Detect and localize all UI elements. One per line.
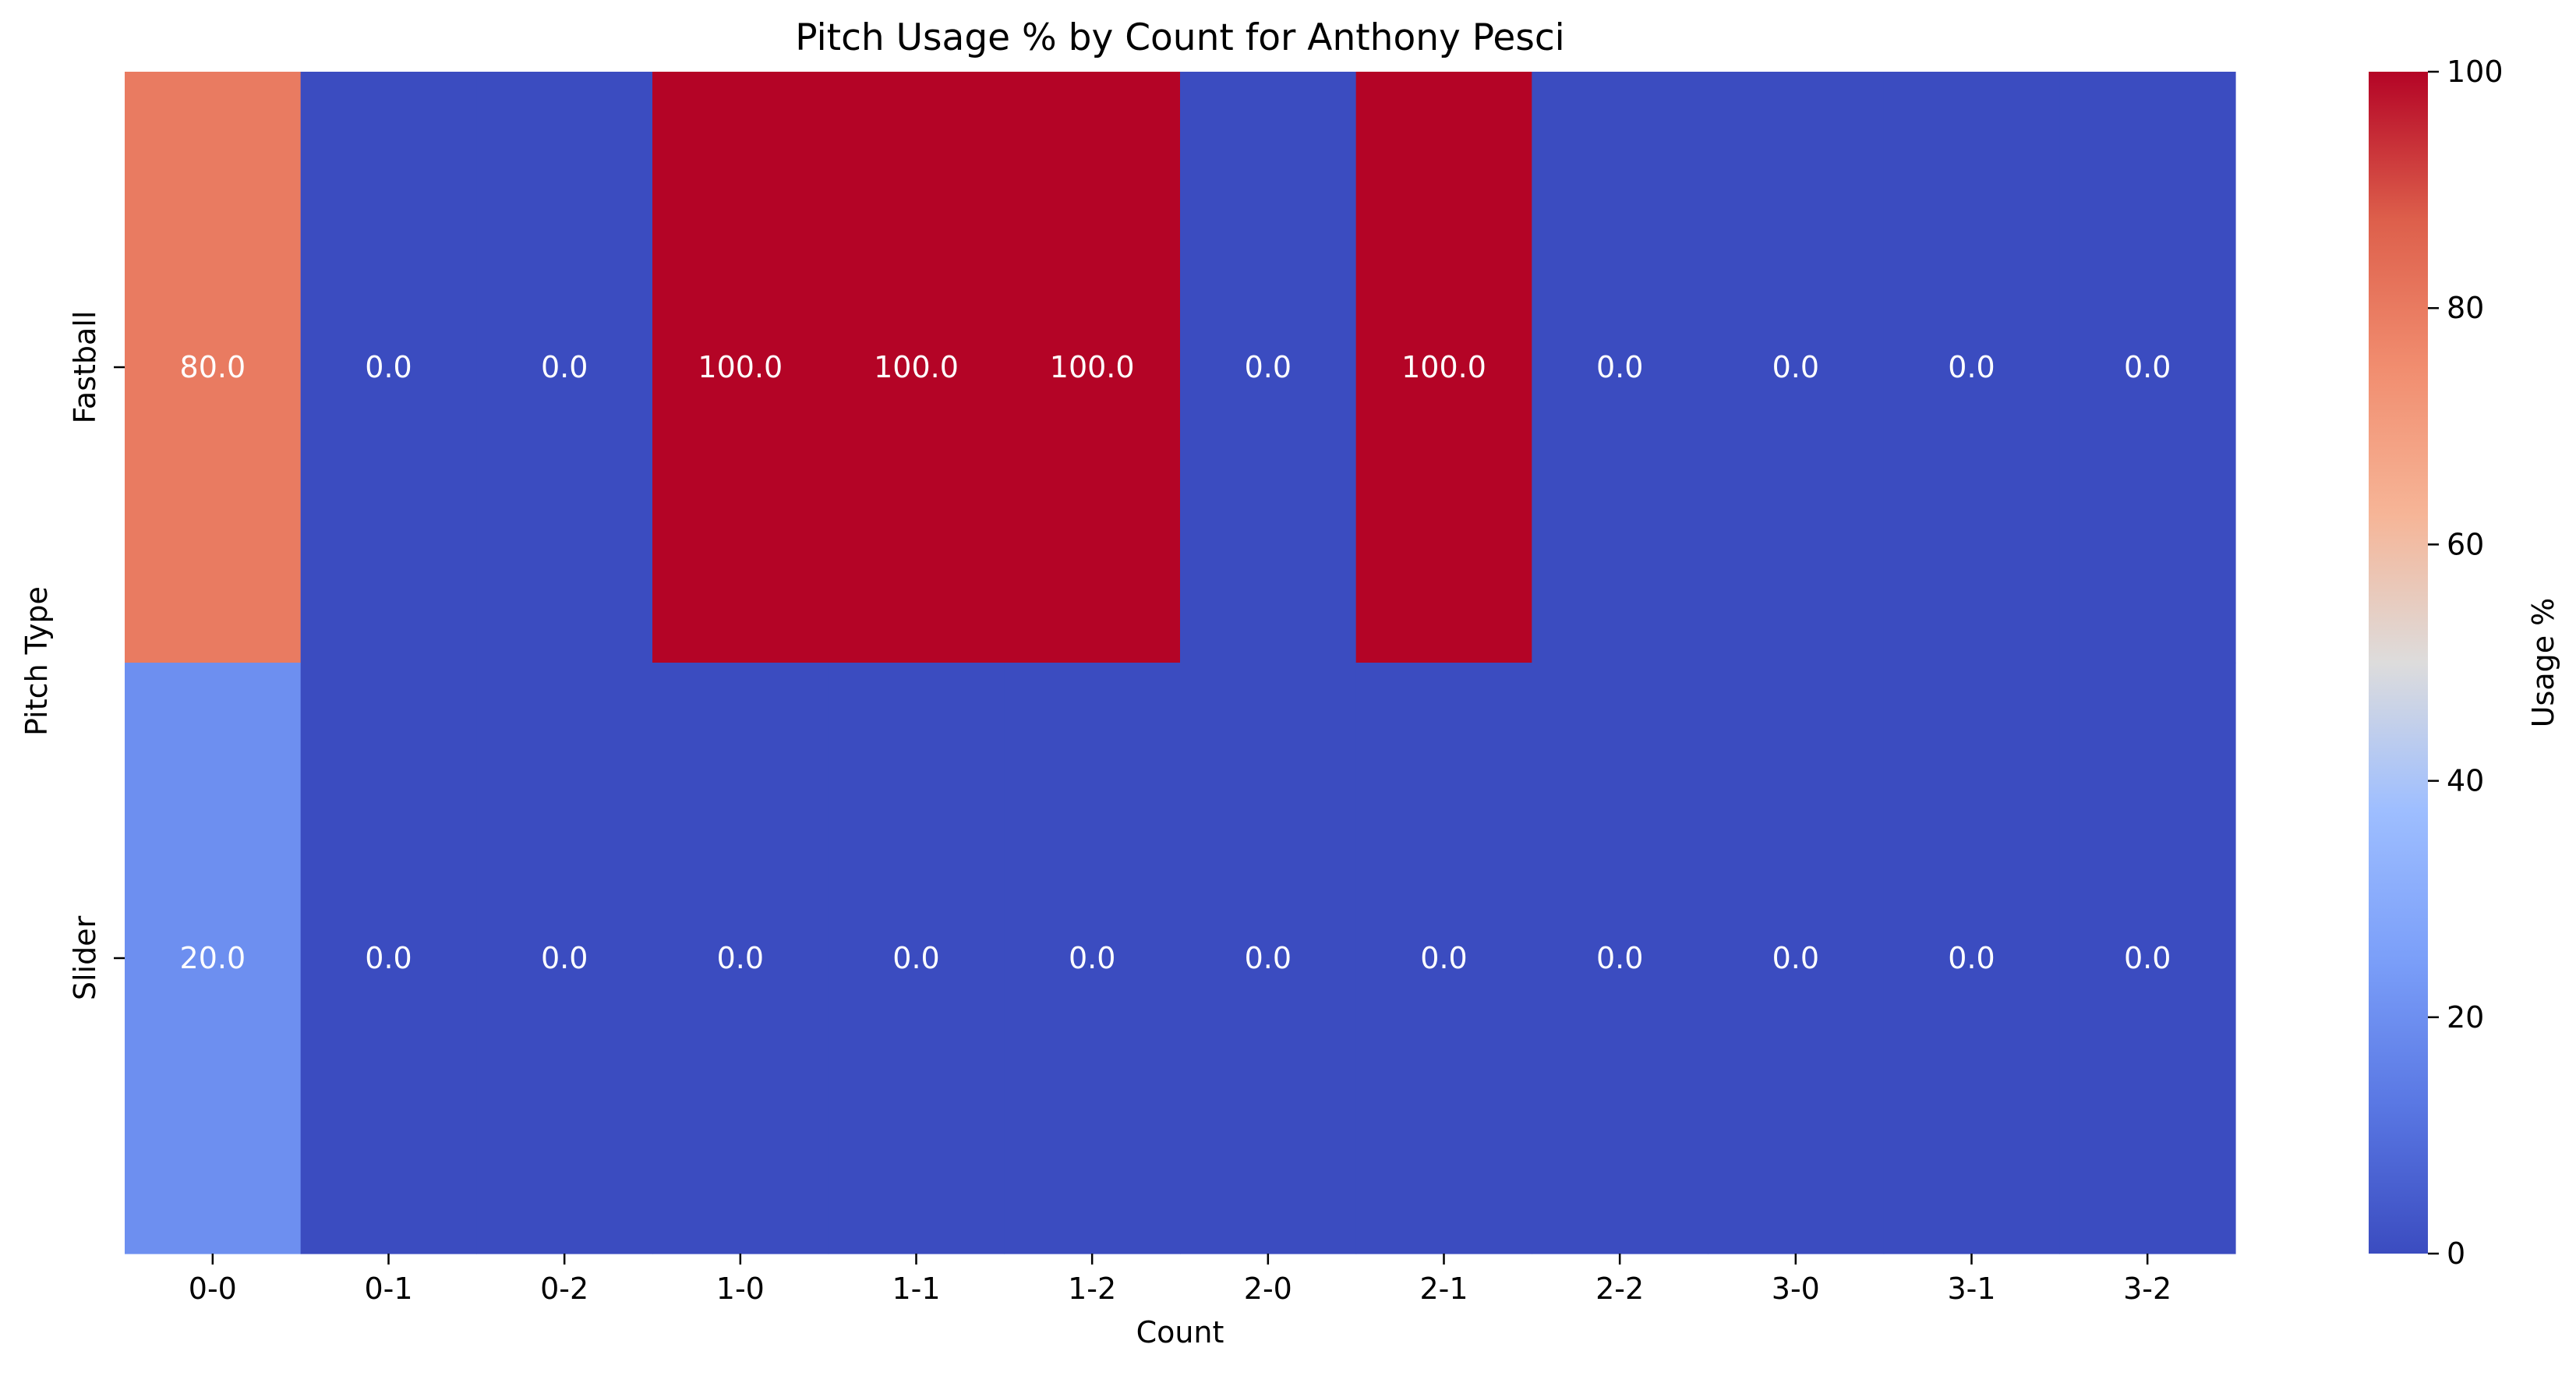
heatmap-cell bbox=[125, 72, 302, 663]
chart-title: Pitch Usage % by Count for Anthony Pesci bbox=[795, 16, 1564, 59]
colorbar-label: Usage % bbox=[2526, 598, 2560, 728]
cell-value-label: 0.0 bbox=[541, 941, 588, 975]
x-tick-label: 0-1 bbox=[364, 1272, 412, 1306]
cell-value-label: 100.0 bbox=[1050, 350, 1135, 384]
heatmap-cells bbox=[125, 72, 2236, 1254]
colorbar-axis: 0 20 40 60 80 100 bbox=[2428, 55, 2504, 1271]
cell-value-label: 80.0 bbox=[180, 350, 246, 384]
x-tick-label: 1-0 bbox=[716, 1272, 765, 1306]
cell-value-label: 100.0 bbox=[874, 350, 959, 384]
heatmap-cell bbox=[1708, 663, 1885, 1254]
x-tick-label: 2-0 bbox=[1244, 1272, 1292, 1306]
cell-value-label: 0.0 bbox=[365, 350, 412, 384]
cell-value-label: 0.0 bbox=[717, 941, 764, 975]
heatmap-cell bbox=[1355, 663, 1532, 1254]
heatmap-cell bbox=[828, 663, 1005, 1254]
heatmap-cell bbox=[1883, 72, 2060, 663]
cell-value-label: 0.0 bbox=[1069, 941, 1115, 975]
y-axis: Fastball Slider bbox=[68, 311, 125, 1000]
heatmap-cell bbox=[1004, 663, 1181, 1254]
x-axis-label: Count bbox=[1136, 1315, 1224, 1349]
cell-value-label: 0.0 bbox=[1772, 941, 1819, 975]
heatmap-cell bbox=[828, 72, 1005, 663]
cell-value-label: 100.0 bbox=[698, 350, 783, 384]
colorbar-tick-label: 80 bbox=[2447, 291, 2484, 325]
colorbar-tick-label: 20 bbox=[2447, 1000, 2484, 1035]
cell-value-label: 0.0 bbox=[365, 941, 412, 975]
x-tick-label: 2-2 bbox=[1595, 1272, 1644, 1306]
x-tick-label: 1-2 bbox=[1068, 1272, 1116, 1306]
heatmap-cell bbox=[1004, 72, 1181, 663]
colorbar-tick-label: 40 bbox=[2447, 764, 2484, 798]
cell-value-label: 0.0 bbox=[541, 350, 588, 384]
x-axis: 0-0 0-1 0-2 1-0 1-1 1-2 2-0 2-1 2-2 3-0 3-1 3-2 bbox=[189, 1254, 2171, 1306]
x-tick-label: 1-1 bbox=[892, 1272, 940, 1306]
heatmap-cell bbox=[1180, 72, 1357, 663]
cell-value-label: 0.0 bbox=[1596, 350, 1643, 384]
x-tick-label: 0-2 bbox=[540, 1272, 588, 1306]
heatmap-cell bbox=[2059, 72, 2236, 663]
colorbar-tick-label: 100 bbox=[2447, 55, 2504, 89]
heatmap-cell bbox=[300, 663, 477, 1254]
cell-value-label: 0.0 bbox=[1420, 941, 1467, 975]
cell-labels: 80.0 0.0 0.0 100.0 100.0 100.0 0.0 100.0 0.0 0.0 0… bbox=[180, 350, 2171, 975]
heatmap-cell bbox=[1708, 72, 1885, 663]
heatmap-cell bbox=[476, 663, 653, 1254]
heatmap-cell bbox=[476, 72, 653, 663]
heatmap-cell bbox=[652, 72, 829, 663]
y-axis-label: Pitch Type bbox=[19, 586, 54, 736]
heatmap-cell bbox=[1180, 663, 1357, 1254]
cell-value-label: 0.0 bbox=[1245, 350, 1292, 384]
x-tick-label: 3-0 bbox=[1772, 1272, 1820, 1306]
heatmap-cell bbox=[1355, 72, 1532, 663]
x-tick-label: 3-2 bbox=[2123, 1272, 2171, 1306]
cell-value-label: 0.0 bbox=[1245, 941, 1292, 975]
y-tick-label: Fastball bbox=[68, 311, 102, 424]
cell-value-label: 0.0 bbox=[1948, 350, 1995, 384]
cell-value-label: 0.0 bbox=[2124, 350, 2171, 384]
cell-value-label: 0.0 bbox=[1948, 941, 1995, 975]
cell-value-label: 20.0 bbox=[180, 941, 246, 975]
x-tick-label: 0-0 bbox=[189, 1272, 237, 1306]
heatmap-cell bbox=[125, 663, 302, 1254]
heatmap-cell bbox=[2059, 663, 2236, 1254]
heatmap-cell bbox=[1883, 663, 2060, 1254]
heatmap-cell bbox=[300, 72, 477, 663]
y-tick-label: Slider bbox=[68, 915, 102, 1000]
cell-value-label: 0.0 bbox=[2124, 941, 2171, 975]
cell-value-label: 100.0 bbox=[1401, 350, 1486, 384]
x-tick-label: 3-1 bbox=[1947, 1272, 1995, 1306]
colorbar-tick-label: 0 bbox=[2447, 1236, 2465, 1271]
colorbar-tick-label: 60 bbox=[2447, 527, 2484, 561]
colorbar bbox=[2369, 72, 2428, 1254]
x-tick-label: 2-1 bbox=[1419, 1272, 1468, 1306]
cell-value-label: 0.0 bbox=[1772, 350, 1819, 384]
cell-value-label: 0.0 bbox=[892, 941, 939, 975]
heatmap-cell bbox=[652, 663, 829, 1254]
heatmap-cell bbox=[1532, 663, 1708, 1254]
heatmap-cell bbox=[1532, 72, 1708, 663]
cell-value-label: 0.0 bbox=[1596, 941, 1643, 975]
